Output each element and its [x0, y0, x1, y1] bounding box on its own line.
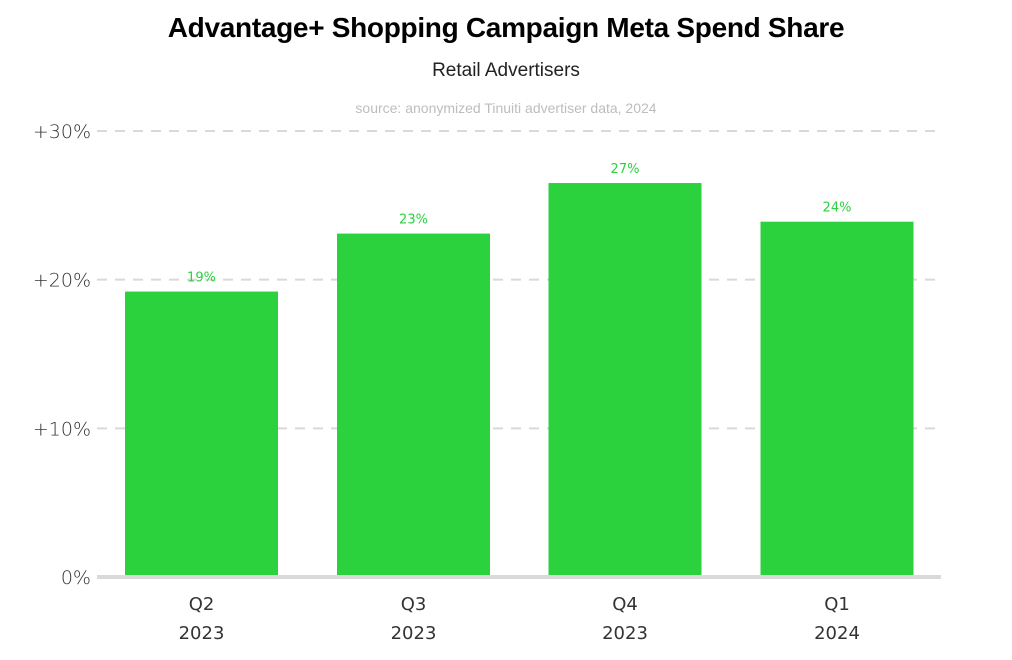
x-tick-label-year: 2023 — [602, 623, 648, 644]
x-axis-baseline — [97, 575, 941, 579]
x-tick-label-year: 2023 — [391, 623, 437, 644]
x-tick-label-quarter: Q3 — [401, 594, 427, 615]
x-tick-label-year: 2023 — [179, 623, 225, 644]
x-tick-label-year: 2024 — [814, 623, 860, 644]
labels: 0% +10% +20% +30% 19% Q2 2023 23% Q3 2023 27% Q4 202… — [33, 121, 860, 644]
x-tick-label-quarter: Q2 — [189, 594, 215, 615]
bar — [548, 183, 702, 578]
chart-subtitle: Retail Advertisers — [432, 60, 580, 81]
bar — [760, 221, 914, 578]
data-label: 23% — [399, 213, 428, 228]
x-tick-label-quarter: Q4 — [612, 594, 638, 615]
y-tick-label: +30% — [33, 121, 91, 143]
data-label: 19% — [187, 271, 216, 286]
x-tick-label-quarter: Q1 — [824, 594, 850, 615]
bars — [97, 183, 941, 579]
data-label: 27% — [611, 162, 640, 177]
y-tick-label: +10% — [33, 418, 91, 440]
bar — [337, 233, 490, 577]
y-tick-label: +20% — [33, 270, 91, 292]
y-tick-label: 0% — [61, 567, 91, 589]
chart-source-note: source: anonymized Tinuiti advertiser da… — [355, 100, 657, 116]
chart-title: Advantage+ Shopping Campaign Meta Spend … — [167, 12, 845, 43]
data-label: 24% — [823, 201, 852, 216]
bar — [125, 291, 278, 577]
